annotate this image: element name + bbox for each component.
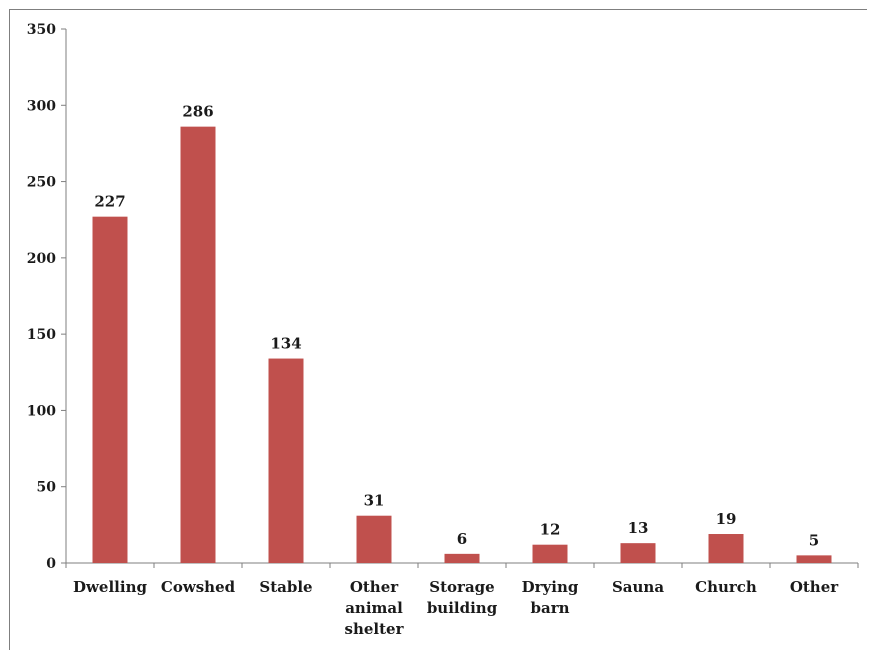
bar (532, 544, 568, 563)
bar (356, 515, 392, 563)
x-category-label-line: Dwelling (73, 578, 147, 596)
x-category-label: Other (790, 578, 839, 596)
chart-frame (9, 9, 867, 650)
bar (180, 126, 216, 563)
x-category-label-line: Cowshed (161, 578, 236, 596)
y-tick-label: 250 (27, 175, 56, 191)
x-category-label: Church (695, 578, 757, 596)
y-tick-label: 350 (27, 22, 56, 38)
bar (444, 553, 480, 563)
x-category-label: Sauna (612, 578, 664, 596)
data-label: 12 (540, 521, 561, 539)
data-label: 19 (716, 510, 737, 528)
x-category-label: Storage building (427, 578, 498, 617)
x-category-label-line: Sauna (612, 578, 664, 596)
x-category-label-line: shelter (345, 620, 405, 638)
bar (620, 543, 656, 563)
x-category-label-line: barn (530, 599, 569, 617)
y-tick-label: 200 (27, 251, 56, 267)
x-category-label: Drying barn (522, 578, 579, 617)
x-category-label: Stable (259, 578, 312, 596)
x-category-label-line: Storage (429, 578, 494, 596)
y-tick-label: 100 (27, 403, 56, 419)
y-tick-label: 50 (37, 480, 57, 496)
x-category-label-line: Other (350, 578, 399, 596)
data-label: 227 (94, 193, 125, 211)
x-category-label-line: animal (345, 599, 403, 617)
y-tick-label: 150 (27, 327, 56, 343)
x-category-label-line: Drying (522, 578, 579, 596)
data-label: 286 (182, 103, 213, 121)
data-label: 5 (809, 531, 819, 549)
bar (268, 358, 304, 563)
x-category-label-line: Stable (259, 578, 312, 596)
x-category-label-line: Church (695, 578, 757, 596)
data-label: 13 (628, 519, 649, 537)
data-label: 31 (364, 492, 385, 510)
x-category-label-line: Other (790, 578, 839, 596)
bar (796, 555, 832, 563)
x-category-label: Other animal shelter (345, 578, 405, 638)
bar (92, 216, 128, 564)
x-category-label: Dwelling (73, 578, 147, 596)
data-label: 6 (457, 530, 467, 548)
y-tick-label: 300 (27, 98, 56, 114)
y-tick-label: 0 (46, 556, 56, 572)
data-label: 134 (270, 335, 301, 353)
bar (708, 534, 744, 563)
x-category-label: Cowshed (161, 578, 236, 596)
x-category-label-line: building (427, 599, 498, 617)
